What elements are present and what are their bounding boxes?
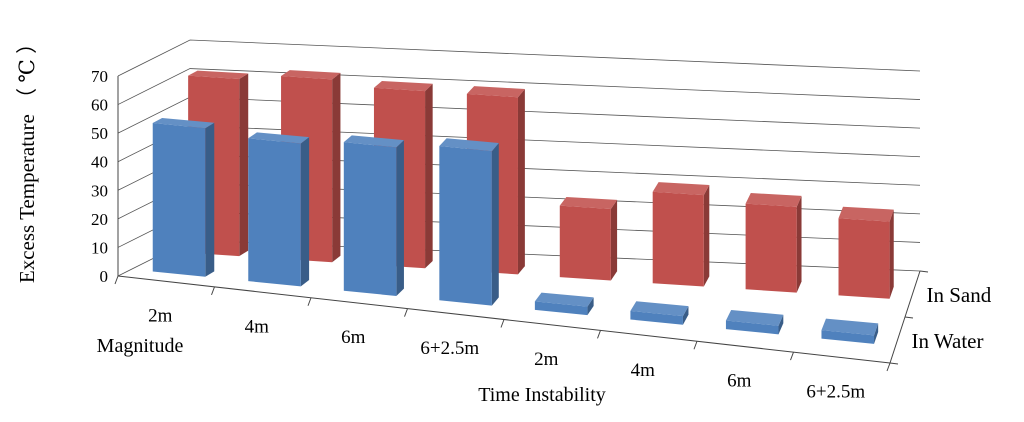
bar-side	[491, 143, 499, 306]
bar-side	[778, 314, 784, 335]
bar-side	[610, 199, 618, 281]
bar-front	[152, 122, 206, 277]
bar-top	[373, 80, 433, 92]
y-tick-label: 40	[91, 153, 108, 172]
bar-top	[559, 196, 618, 210]
bar-front	[343, 142, 397, 296]
depth-tick-mark	[889, 362, 899, 365]
bar-side	[587, 297, 594, 316]
bar-side	[517, 88, 525, 275]
x-tick-mark	[211, 286, 215, 296]
bar-in-water-5	[630, 301, 689, 325]
bar-in-sand-6	[745, 193, 802, 293]
x-category-label: 2m	[534, 349, 559, 370]
bar-in-sand-7	[838, 206, 894, 299]
bar-side	[300, 137, 310, 287]
bar-top	[745, 193, 802, 207]
labels: 0 10 20 30 40 50 60 70 2m 4m 6m 6+2.5m 2m 4m 6m 6+2.5m M…	[15, 33, 992, 406]
bar-front	[652, 191, 704, 287]
bar-front	[559, 205, 611, 281]
bar-side	[205, 122, 215, 277]
x-tick-mark	[790, 351, 794, 361]
bar-in-sand-4	[559, 196, 618, 281]
y-tick-label: 10	[91, 238, 108, 257]
series-label: In Water	[912, 329, 984, 353]
x-tick-mark	[693, 341, 698, 350]
bar-top	[343, 135, 404, 148]
bar-top	[630, 301, 689, 317]
y-tick-label: 0	[100, 267, 109, 286]
depth-tick-mark	[919, 270, 929, 273]
bar-in-water-4	[534, 292, 594, 316]
x-category-label: 2m	[148, 305, 173, 326]
bar-front	[838, 218, 890, 299]
bar-top	[188, 70, 249, 79]
bar-front	[630, 310, 683, 325]
bar-top	[281, 70, 341, 80]
x-tick-mark	[597, 330, 601, 339]
series-label: In Sand	[927, 283, 992, 307]
x-category-label: 6m	[341, 327, 366, 348]
bar-top	[466, 86, 525, 98]
y-tick-label: 30	[91, 181, 108, 200]
x-tick-mark	[404, 308, 408, 317]
gridline	[117, 39, 921, 77]
bar-side	[874, 323, 879, 344]
x-category-label: 4m	[631, 360, 656, 381]
y-axis-title: Excess Temperature （ ℃ ）	[15, 33, 39, 283]
bar-in-water-1	[248, 132, 310, 287]
x-tick-mark	[886, 362, 891, 372]
y-tick-label: 20	[91, 210, 108, 229]
bars	[152, 70, 894, 344]
bar-side	[796, 195, 802, 293]
bar-side	[239, 73, 249, 257]
bar-top	[439, 138, 499, 152]
bar-in-water-2	[343, 135, 404, 296]
x-category-label: 6+2.5m	[420, 338, 479, 359]
y-tick-label: 50	[91, 124, 108, 143]
bar-in-water-0	[152, 117, 215, 277]
y-tick-label: 70	[91, 67, 108, 86]
depth-tick-mark	[904, 316, 914, 319]
x-category-label: 4m	[245, 316, 270, 337]
bar-front	[439, 146, 492, 306]
x-category-label: 6m	[727, 371, 752, 392]
gridline	[117, 68, 921, 105]
bar-side	[682, 306, 689, 325]
bar-in-water-3	[439, 138, 499, 306]
bar-side	[703, 185, 710, 287]
bar-top	[248, 132, 310, 144]
bar-in-sand-5	[652, 182, 710, 287]
y-tick-label: 60	[91, 96, 108, 115]
bar-front	[745, 203, 797, 293]
bar-side	[889, 209, 894, 299]
bar-top	[838, 206, 894, 222]
bar-top	[152, 117, 215, 129]
bar-front	[821, 330, 875, 344]
bar-top	[652, 182, 710, 196]
x-category-label: 6+2.5m	[806, 382, 865, 403]
x-tick-mark	[114, 275, 119, 285]
x-tick-mark	[307, 297, 312, 306]
bar-side	[425, 83, 433, 269]
bar-top	[534, 292, 594, 307]
axes	[114, 76, 929, 372]
bar-top	[725, 309, 784, 326]
bar-side	[332, 72, 341, 263]
bar-in-water-7	[821, 318, 879, 344]
bar-side	[396, 140, 404, 296]
x-tick-mark	[500, 319, 505, 328]
bar-top	[821, 318, 879, 336]
x-group-label: Time Instability	[478, 384, 606, 406]
bar-front	[534, 301, 588, 316]
x-group-label: Magnitude	[97, 335, 184, 357]
bar-front	[248, 138, 301, 287]
bar-in-water-6	[725, 309, 784, 335]
bar-front	[725, 320, 779, 335]
